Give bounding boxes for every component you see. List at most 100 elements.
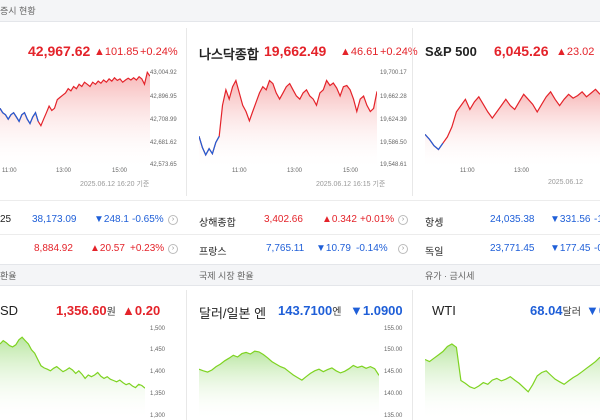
chart-area <box>425 344 600 420</box>
index-change: ▲23.02 <box>556 46 595 58</box>
index-value: 6,045.26 <box>494 43 549 59</box>
fx-change: ▼1.0900 <box>350 303 403 318</box>
chart-area <box>199 80 377 170</box>
fx-name: 달러/일본 엔 <box>199 306 267 321</box>
y-tick: 42,573.65 <box>150 162 177 168</box>
y-tick: 1,450 <box>150 347 166 353</box>
row-name: 독일 <box>425 247 444 258</box>
y-tick: 1,400 <box>150 369 166 375</box>
chart-line-pre <box>0 107 39 125</box>
row-change: ▲0.342 <box>322 214 357 225</box>
header-title: 증시 현황 <box>0 6 36 16</box>
expand-icon[interactable]: › <box>168 215 178 225</box>
x-tick: 11:00 <box>2 168 17 174</box>
row-pct: -0.14% <box>356 243 388 254</box>
chart-line-pre <box>199 136 220 157</box>
chart-line <box>425 343 600 393</box>
x-tick: 11:00 <box>460 168 475 174</box>
expand-icon[interactable]: › <box>168 244 178 254</box>
divider <box>186 28 187 196</box>
row-name: 25 <box>0 214 12 225</box>
fx-name: WTI <box>432 303 456 318</box>
section-strip: 환율 국제 시장 환율 유가 · 금시세 <box>0 264 600 286</box>
index-pct: +0.24% <box>140 46 178 58</box>
x-tick: 13:00 <box>287 168 303 174</box>
y-tick: 1,300 <box>150 413 166 419</box>
chart-area <box>0 337 145 420</box>
row-name: 항셍 <box>425 218 444 229</box>
section-title-fx: 환율 <box>0 271 17 281</box>
row-change: ▼177.45 <box>550 243 591 254</box>
y-tick: 140.00 <box>384 391 403 397</box>
index-chart-2 <box>199 78 377 170</box>
section-title-intl-fx: 국제 시장 환율 <box>199 271 254 281</box>
x-tick: 15:00 <box>112 168 128 174</box>
row-pct: +0.23% <box>130 243 165 254</box>
y-tick: 42,708.99 <box>150 117 177 123</box>
chart-line <box>425 88 600 151</box>
row-value: 38,173.09 <box>32 214 77 225</box>
expand-icon[interactable]: › <box>398 244 408 254</box>
y-tick: 19,624.39 <box>380 117 407 123</box>
index-value: 42,967.62 <box>28 43 91 59</box>
row-value: 3,402.66 <box>264 214 303 225</box>
divider <box>412 28 413 196</box>
index-timestamp: 2025.06.12 16:15 기준 <box>316 181 386 188</box>
chart-line <box>199 350 379 381</box>
index-pct: +0.24% <box>380 46 418 58</box>
chart-area <box>199 351 379 420</box>
row-change: ▲20.57 <box>90 243 125 254</box>
index-chart-1 <box>0 70 150 170</box>
y-tick: 150.00 <box>384 347 403 353</box>
expand-icon[interactable]: › <box>398 215 408 225</box>
index-timestamp: 2025.06.12 <box>548 179 584 186</box>
fx-value: 68.04달러 <box>530 303 581 318</box>
row-pct: -1 <box>594 214 600 225</box>
fx-value: 143.7100엔 <box>278 303 342 318</box>
y-tick: 1,500 <box>150 326 166 332</box>
divider <box>0 200 600 201</box>
fx-value: 1,356.60원 <box>56 303 116 318</box>
fx-chart-2 <box>199 350 379 420</box>
row-value: 7,765.11 <box>266 243 305 254</box>
x-tick: 13:00 <box>514 168 530 174</box>
chart-line <box>199 78 377 157</box>
y-tick: 155.00 <box>384 326 403 332</box>
y-tick: 19,586.50 <box>380 140 407 146</box>
fx-unit: 달러 <box>562 307 581 318</box>
row-change: ▼248.1 <box>94 214 129 225</box>
section-title-oil-gold: 유가 · 금시세 <box>425 271 475 281</box>
y-tick: 42,681.62 <box>150 140 177 146</box>
fx-chart-1 <box>0 336 145 420</box>
y-tick: 19,548.61 <box>380 162 407 168</box>
chart-area <box>425 89 600 170</box>
index-change: ▲101.85 <box>94 46 139 58</box>
y-tick: 43,004.92 <box>150 70 177 76</box>
row-pct: +0.01% <box>360 214 395 225</box>
row-change: ▼331.56 <box>550 214 591 225</box>
row-value: 8,884.92 <box>34 243 73 254</box>
row-value: 23,771.45 <box>490 243 535 254</box>
index-value: 19,662.49 <box>264 43 327 59</box>
x-tick: 11:00 <box>232 168 247 174</box>
index-timestamp: 2025.06.12 16:20 기준 <box>80 181 150 188</box>
fx-chart-3 <box>425 343 600 420</box>
y-tick: 1,350 <box>150 391 166 397</box>
index-change: ▲46.61 <box>340 46 379 58</box>
divider <box>0 234 600 235</box>
y-tick: 135.00 <box>384 413 403 419</box>
row-value: 24,035.38 <box>490 214 535 225</box>
divider <box>412 290 413 420</box>
index-name: S&P 500 <box>425 44 477 59</box>
chart-line-pre <box>425 133 444 151</box>
y-tick: 145.00 <box>384 369 403 375</box>
header-strip: 증시 현황 <box>0 0 600 22</box>
y-tick: 19,662.28 <box>380 94 407 100</box>
row-pct: -0.65% <box>132 214 164 225</box>
fx-unit: 엔 <box>332 307 342 318</box>
y-tick: 19,700.17 <box>380 70 407 76</box>
chart-area <box>0 72 150 170</box>
divider <box>186 290 187 420</box>
index-name: 나스닥종합 <box>199 47 259 62</box>
row-pct: -0 <box>594 243 600 254</box>
